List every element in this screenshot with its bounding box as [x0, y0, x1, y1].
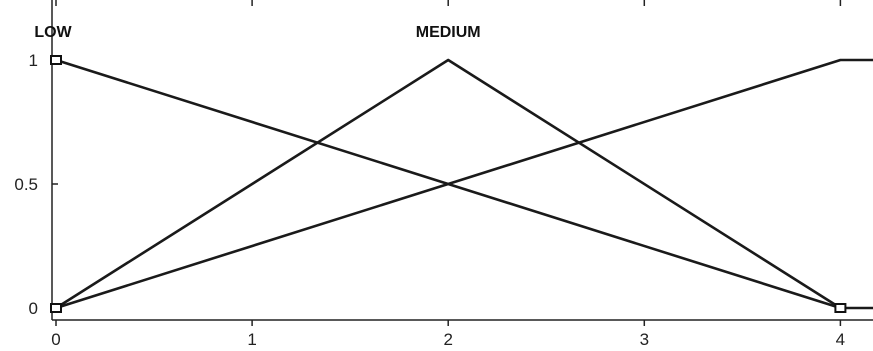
series-line-low — [55, 58, 873, 310]
y-tick-label: 0.5 — [14, 175, 38, 194]
series-label-group: LOWMEDIUMHIGH — [34, 24, 481, 41]
series-line-high — [55, 58, 873, 310]
x-tick-label: 1 — [247, 330, 256, 349]
x-tick-label: 3 — [640, 330, 649, 349]
x-tick-label: 4 — [836, 330, 845, 349]
x-tick-label: 2 — [443, 330, 452, 349]
series-label-medium: MEDIUM — [416, 24, 481, 41]
axes — [51, 0, 873, 321]
series-lines — [55, 58, 873, 310]
vertex-marker — [834, 303, 847, 313]
x-tick-label: 0 — [51, 330, 60, 349]
marker-group — [50, 55, 847, 313]
series-label-low: LOW — [34, 24, 72, 41]
series-line-medium — [55, 58, 842, 310]
y-tick-label: 1 — [29, 51, 38, 70]
y-tick-label: 0 — [29, 299, 38, 318]
vertex-marker — [50, 303, 62, 313]
tick-group: 0 1 2 3 4 0 0.5 1 — [14, 0, 845, 349]
vertex-marker — [50, 55, 62, 65]
